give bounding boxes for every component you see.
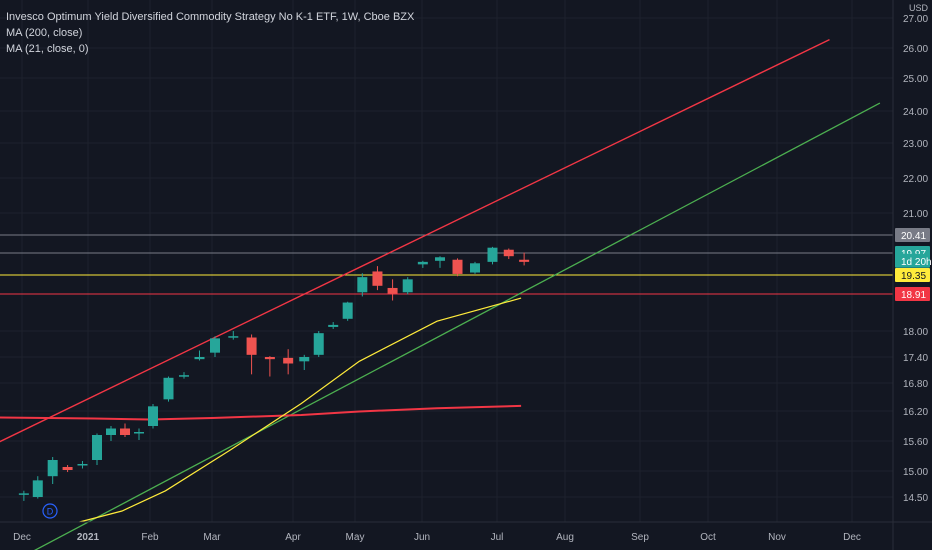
legend-ma-21[interactable]: MA (21, close, 0) bbox=[6, 43, 89, 55]
price-tick-label: 26.00 bbox=[903, 44, 928, 55]
candle-body[interactable] bbox=[299, 357, 310, 362]
time-tick-label: Dec bbox=[843, 532, 861, 543]
channel-upper-line bbox=[0, 38, 830, 443]
price-label-text: 18.91 bbox=[901, 290, 926, 301]
price-tick-label: 24.00 bbox=[903, 107, 928, 118]
candle-body[interactable] bbox=[134, 432, 144, 434]
time-tick-label: Feb bbox=[141, 532, 159, 543]
price-label-text: 19.35 bbox=[901, 271, 926, 282]
time-tick-label: May bbox=[346, 532, 365, 543]
price-label-text: 1d 20h bbox=[901, 257, 932, 268]
candle-body[interactable] bbox=[194, 357, 205, 360]
price-tick-label: 21.00 bbox=[903, 209, 928, 220]
time-tick-label: 2021 bbox=[77, 532, 100, 543]
time-tick-label: Jun bbox=[414, 532, 430, 543]
candle-body[interactable] bbox=[106, 428, 116, 436]
chart-legend: Invesco Optimum Yield Diversified Commod… bbox=[6, 9, 414, 57]
time-tick-label: Dec bbox=[13, 532, 31, 543]
candle-body[interactable] bbox=[264, 357, 275, 360]
candle-body[interactable] bbox=[372, 271, 383, 286]
ma-21-line bbox=[79, 297, 522, 523]
time-tick-label: Nov bbox=[768, 532, 786, 543]
candle-body[interactable] bbox=[487, 247, 498, 262]
time-tick-label: Mar bbox=[203, 532, 221, 543]
candle-body[interactable] bbox=[452, 259, 463, 274]
price-tick-label: 23.00 bbox=[903, 139, 928, 150]
candle-body[interactable] bbox=[32, 480, 43, 497]
dividend-marker[interactable] bbox=[42, 503, 58, 519]
candle-body[interactable] bbox=[503, 249, 514, 257]
candle-body[interactable] bbox=[357, 277, 368, 293]
candle-body[interactable] bbox=[92, 435, 102, 460]
dividend-marker-label: D bbox=[47, 507, 54, 517]
price-tick-label: 22.00 bbox=[903, 174, 928, 185]
ma-200-line bbox=[0, 404, 522, 421]
candle-body[interactable] bbox=[313, 333, 324, 355]
candle-body[interactable] bbox=[328, 324, 339, 327]
time-tick-label: Apr bbox=[285, 532, 301, 543]
price-label-box bbox=[895, 228, 930, 242]
channel-lower-line bbox=[34, 102, 881, 550]
candle-body[interactable] bbox=[120, 428, 130, 436]
price-label-box bbox=[895, 287, 930, 301]
candle-body[interactable] bbox=[246, 337, 257, 355]
time-tick-label: Oct bbox=[700, 532, 716, 543]
currency-label: USD bbox=[908, 3, 928, 13]
price-tick-label: 14.50 bbox=[903, 493, 928, 504]
candle-body[interactable] bbox=[62, 467, 73, 470]
candle-body[interactable] bbox=[163, 377, 174, 400]
candle-body[interactable] bbox=[435, 257, 445, 261]
price-label-text: 20.41 bbox=[901, 231, 926, 242]
price-tick-label: 27.00 bbox=[903, 14, 928, 25]
time-tick-label: Jul bbox=[491, 532, 504, 543]
price-tick-label: 25.00 bbox=[903, 74, 928, 85]
candle-body[interactable] bbox=[47, 460, 58, 477]
candle-body[interactable] bbox=[342, 302, 353, 319]
candle-body[interactable] bbox=[283, 357, 294, 364]
legend-ma-200[interactable]: MA (200, close) bbox=[6, 27, 83, 39]
candle-body[interactable] bbox=[148, 406, 158, 426]
price-label-box bbox=[895, 268, 930, 282]
price-tick-label: 18.00 bbox=[903, 327, 928, 338]
candle-body[interactable] bbox=[228, 336, 239, 338]
time-tick-label: Sep bbox=[631, 532, 649, 543]
candle-body[interactable] bbox=[470, 263, 480, 273]
price-tick-label: 15.00 bbox=[903, 467, 928, 478]
price-tick-label: 17.40 bbox=[903, 353, 928, 364]
candle-body[interactable] bbox=[387, 287, 398, 294]
time-tick-label: Aug bbox=[556, 532, 574, 543]
price-tick-label: 16.80 bbox=[903, 379, 928, 390]
legend-title: Invesco Optimum Yield Diversified Commod… bbox=[6, 11, 415, 23]
candle-body[interactable] bbox=[519, 259, 530, 262]
candle-body[interactable] bbox=[417, 261, 428, 265]
candle-body[interactable] bbox=[77, 464, 88, 466]
price-tick-label: 15.60 bbox=[903, 437, 928, 448]
candle-body[interactable] bbox=[18, 493, 29, 495]
candle-body[interactable] bbox=[179, 375, 189, 377]
price-tick-label: 16.20 bbox=[903, 407, 928, 418]
candle-body[interactable] bbox=[402, 279, 413, 293]
price-label-box bbox=[895, 253, 930, 268]
candle-body[interactable] bbox=[210, 338, 220, 353]
